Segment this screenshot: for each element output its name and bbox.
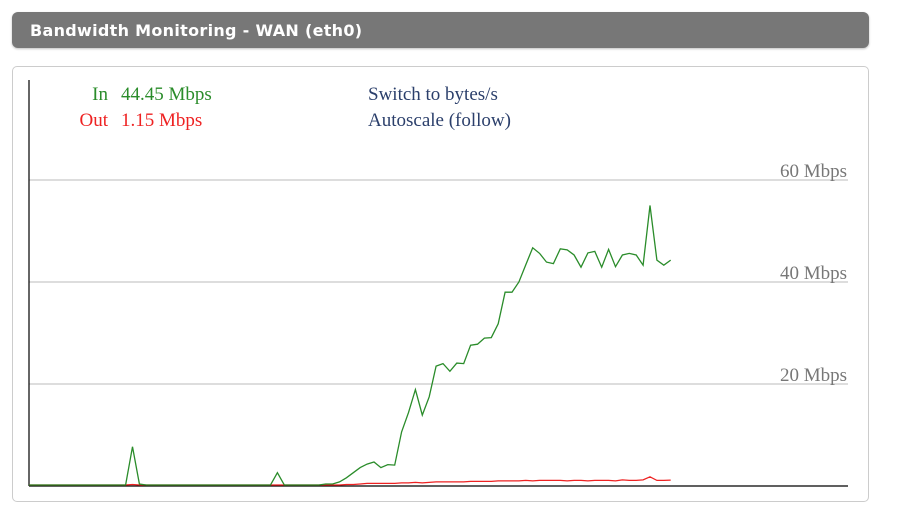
panel-header: Bandwidth Monitoring - WAN (eth0) [12, 12, 869, 48]
out-label: Out [80, 110, 109, 131]
bandwidth-panel [12, 66, 869, 502]
panel-title: Bandwidth Monitoring - WAN (eth0) [30, 21, 363, 40]
grid-lines [29, 179, 848, 385]
out-value: 1.15 Mbps [121, 110, 202, 131]
in-label: In [92, 84, 108, 105]
in-value: 44.45 Mbps [121, 84, 212, 105]
switch-units-link[interactable]: Switch to bytes/s [368, 84, 498, 105]
y-tick-label-40: 40 Mbps [780, 263, 847, 284]
series-line-out [29, 476, 671, 486]
autoscale-link[interactable]: Autoscale (follow) [368, 110, 511, 131]
y-tick-label-60: 60 Mbps [780, 161, 847, 182]
y-tick-labels: 20 Mbps 40 Mbps 60 Mbps [780, 161, 847, 386]
y-tick-label-20: 20 Mbps [780, 365, 847, 386]
series-line-in [29, 205, 672, 486]
